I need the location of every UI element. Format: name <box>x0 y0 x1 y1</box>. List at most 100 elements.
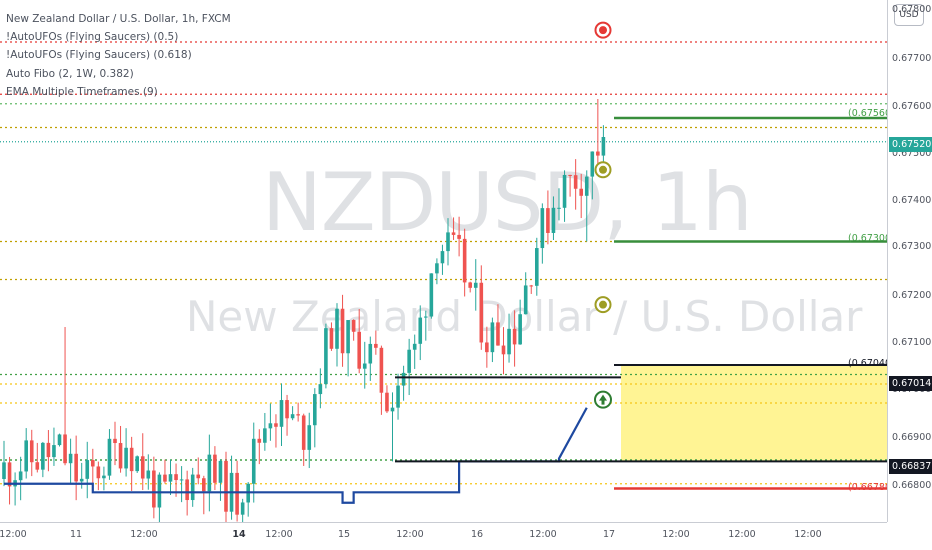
candle-body <box>473 282 478 288</box>
candle-body <box>590 151 595 177</box>
candle-body <box>479 282 484 343</box>
candle-body <box>263 428 267 443</box>
price-label: 0.66900 <box>892 432 932 443</box>
candle-body <box>412 343 417 350</box>
candle-body <box>601 137 606 156</box>
candle-body <box>401 372 406 386</box>
legend-indicator-ufo-0618[interactable]: !AutoUFOs (Flying Saucers) (0.618) <box>6 49 192 62</box>
watermark-ticker: NZDUSD, 1h <box>262 156 753 249</box>
candle-body <box>301 415 306 450</box>
candle-body <box>29 440 34 463</box>
time-label: 12:00 <box>265 529 293 540</box>
candle-body <box>224 460 228 512</box>
candle-body <box>196 474 201 479</box>
candle-body <box>202 478 206 492</box>
time-label: 11 <box>69 529 83 540</box>
candle-body <box>140 456 145 479</box>
candle-body <box>468 282 472 288</box>
candle-body <box>390 407 395 412</box>
fib-label-0-67300: (0.67300) <box>848 233 887 244</box>
candle-body <box>91 460 95 467</box>
time-label: 12:00 <box>0 529 27 540</box>
candle-body <box>512 328 517 345</box>
candle-body <box>379 347 384 393</box>
candle-body <box>440 251 445 264</box>
time-label: 17 <box>602 529 616 540</box>
price-scale[interactable]: USD 0.67800 0.67700 0.67600 0.67500 0.67… <box>887 0 932 522</box>
legend-indicator-ema[interactable]: EMA Multiple Timeframes (9) <box>6 85 158 98</box>
candle-body <box>24 440 28 472</box>
candle-body <box>557 207 561 209</box>
candle-body <box>96 466 101 479</box>
candle-body <box>185 479 189 501</box>
candle-body <box>235 472 239 515</box>
candle-body <box>374 343 378 348</box>
candle-body <box>190 474 195 501</box>
candle-body <box>518 314 522 345</box>
candle-body <box>540 208 545 249</box>
candle-body <box>357 331 361 369</box>
candle-body <box>313 394 317 426</box>
time-label: 12:00 <box>662 529 690 540</box>
price-chart[interactable] <box>0 0 887 522</box>
candle-body <box>318 384 323 395</box>
candle-body <box>351 320 356 332</box>
price-label: 0.67600 <box>892 101 932 112</box>
currency-button[interactable]: USD <box>894 4 924 26</box>
candle-body <box>213 454 217 483</box>
legend-symbol[interactable]: New Zealand Dollar / U.S. Dollar, 1h, FX… <box>6 13 231 25</box>
candle-body <box>424 316 428 318</box>
legend-indicator-ufo-05[interactable]: !AutoUFOs (Flying Saucers) (0.5) <box>6 31 179 44</box>
red-target-icon <box>599 26 607 35</box>
time-label: 12:00 <box>130 529 158 540</box>
green-up-arrow-icon <box>599 394 607 405</box>
candle-body <box>418 317 423 344</box>
candle-body <box>407 349 411 373</box>
candle-body <box>346 320 350 354</box>
candle-body <box>296 414 300 416</box>
candle-body <box>7 462 12 487</box>
candle-body <box>135 456 139 472</box>
candle-body <box>163 474 167 482</box>
legend-indicator-auto-fibo[interactable]: Auto Fibo (2, 1W, 0.382) <box>6 67 134 80</box>
fib-label-0-67040: (0.67040) <box>848 358 887 369</box>
candle-body <box>496 322 500 346</box>
candle-body <box>129 447 134 472</box>
candle-body <box>551 207 556 233</box>
ema-line <box>4 407 588 504</box>
time-label: 14 <box>232 529 246 540</box>
candle-body <box>446 232 450 252</box>
candle-body <box>324 328 328 385</box>
chart-legend: New Zealand Dollar / U.S. Dollar, 1h, FX… <box>6 10 231 101</box>
candle-body <box>329 328 334 349</box>
candle-body <box>52 445 56 458</box>
price-label: 0.67800 <box>892 4 932 15</box>
time-label: 12:00 <box>529 529 557 540</box>
time-label: 16 <box>470 529 484 540</box>
candle-body <box>457 234 461 239</box>
candle-body <box>102 475 106 479</box>
candle-body <box>124 447 128 469</box>
price-label: 0.67200 <box>892 290 932 301</box>
candle-body <box>152 470 156 508</box>
candle-body <box>568 174 572 176</box>
chart-plot-area[interactable]: NZDUSD, 1h New Zealand Dollar / U.S. Dol… <box>0 0 887 522</box>
candle-body <box>429 273 434 317</box>
candle-body <box>113 438 117 444</box>
candle-body <box>268 423 273 429</box>
candle-body <box>63 434 67 464</box>
candle-body <box>257 438 262 443</box>
candle-body <box>279 400 284 427</box>
time-scale[interactable]: 12:00 11 12:00 14 12:00 15 12:00 16 12:0… <box>0 522 887 550</box>
candle-body <box>385 392 389 412</box>
time-label: 15 <box>337 529 351 540</box>
time-label: 12:00 <box>794 529 822 540</box>
candle-body <box>79 478 84 482</box>
ufo-zone <box>621 365 887 462</box>
candle-body <box>501 345 506 355</box>
candle-body <box>507 328 511 355</box>
candle-body <box>207 454 212 492</box>
candle-body <box>596 151 600 156</box>
zone-top-badge: 0.67014 <box>889 376 932 391</box>
